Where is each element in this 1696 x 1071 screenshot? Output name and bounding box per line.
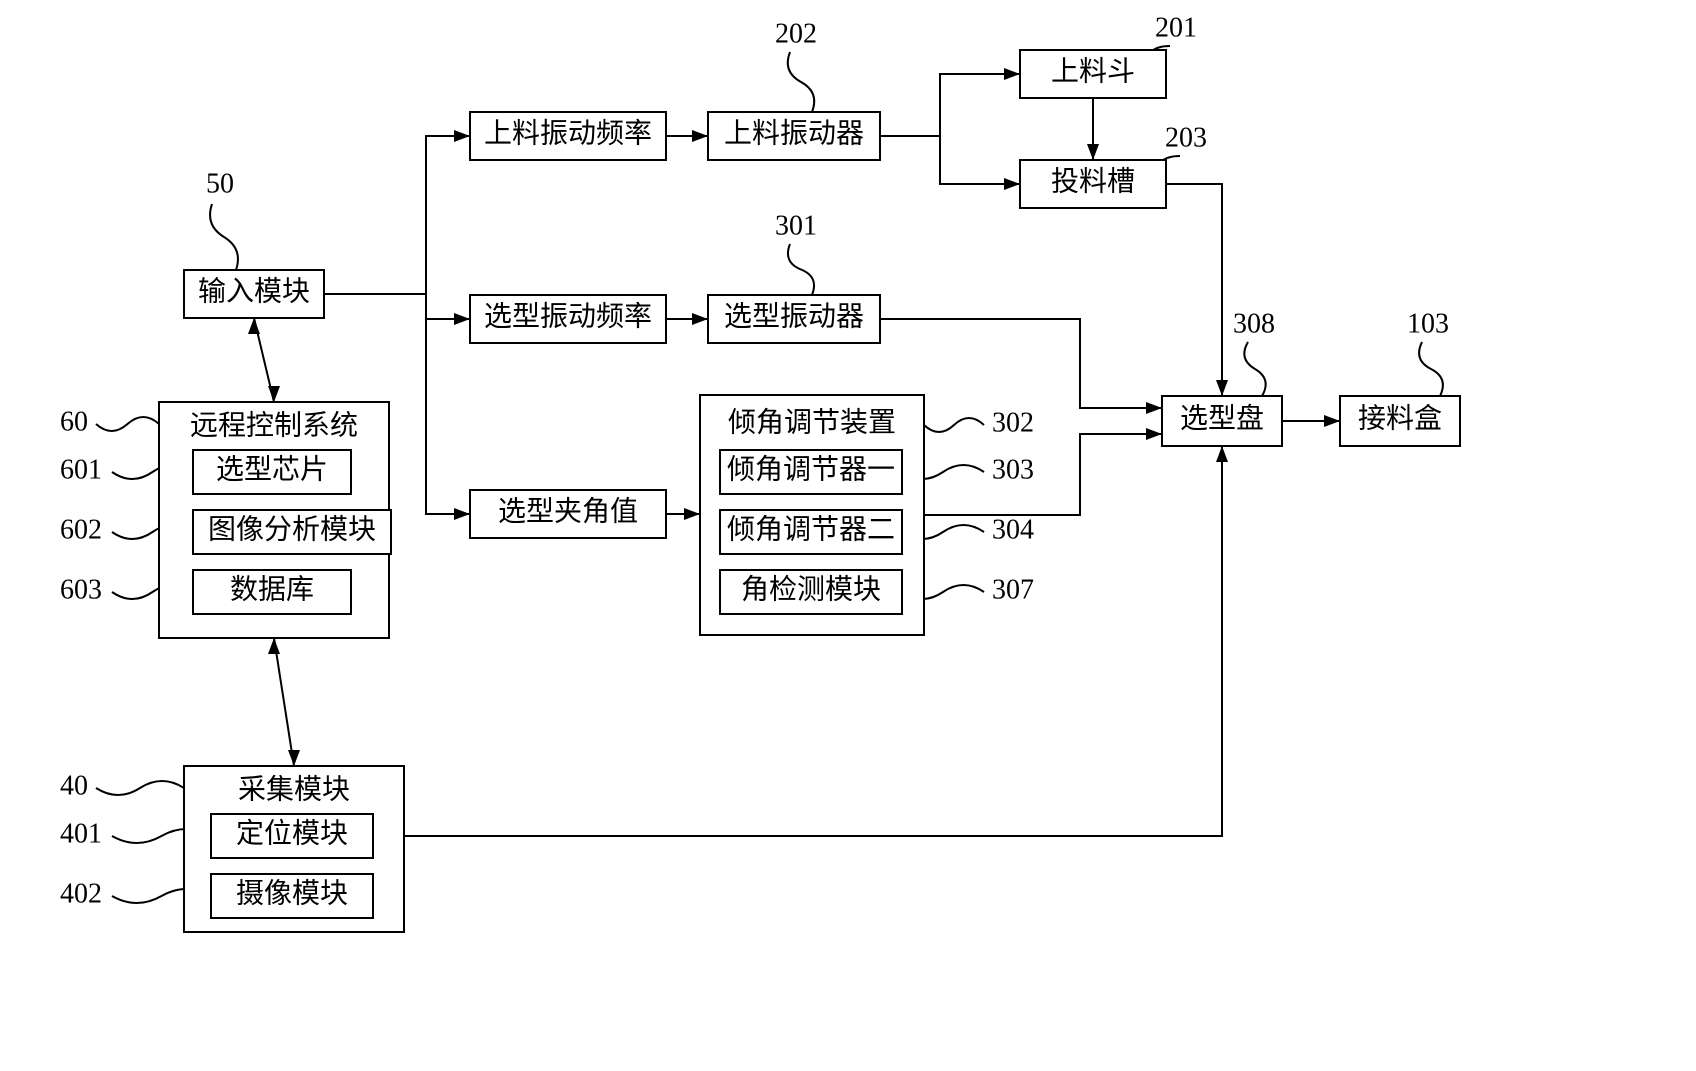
ref-label-601: 601 xyxy=(60,454,102,485)
node-label-n203: 投料槽 xyxy=(1051,165,1135,197)
ref-label-602: 602 xyxy=(60,514,102,545)
ref-label-50: 50 xyxy=(206,168,234,199)
node-label-nF2: 选型振动频率 xyxy=(484,300,652,332)
node-label-n401: 定位模块 xyxy=(236,817,348,849)
ref-label-302: 302 xyxy=(992,407,1034,438)
node-label-n301: 选型振动器 xyxy=(724,300,864,332)
node-label-n103: 接料盒 xyxy=(1358,402,1442,434)
ref-label-60: 60 xyxy=(60,406,88,437)
ref-label-301: 301 xyxy=(775,210,817,241)
ref-label-303: 303 xyxy=(992,454,1034,485)
node-label-n304: 倾角调节器二 xyxy=(727,513,895,545)
node-label-nF3: 选型夹角值 xyxy=(498,495,638,527)
node-label-n40: 采集模块 xyxy=(238,773,350,805)
ref-label-308: 308 xyxy=(1233,308,1275,339)
node-label-n202: 上料振动器 xyxy=(724,117,864,149)
node-label-n402: 摄像模块 xyxy=(236,877,348,909)
ref-label-40: 40 xyxy=(60,770,88,801)
node-label-n201: 上料斗 xyxy=(1051,55,1135,87)
node-label-nF1: 上料振动频率 xyxy=(484,117,652,149)
ref-label-202: 202 xyxy=(775,18,817,49)
ref-label-304: 304 xyxy=(992,514,1034,545)
node-label-n601: 选型芯片 xyxy=(216,453,328,485)
node-label-n307: 角检测模块 xyxy=(741,573,881,605)
node-label-n602: 图像分析模块 xyxy=(208,513,376,545)
ref-label-603: 603 xyxy=(60,574,102,605)
ref-label-103: 103 xyxy=(1407,308,1449,339)
node-label-n308: 选型盘 xyxy=(1180,402,1264,434)
node-label-n302: 倾角调节装置 xyxy=(728,406,896,438)
node-label-n603: 数据库 xyxy=(230,573,314,605)
ref-label-203: 203 xyxy=(1165,122,1207,153)
ref-label-201: 201 xyxy=(1155,12,1197,43)
ref-label-307: 307 xyxy=(992,574,1034,605)
flowchart-diagram: 输入模块远程控制系统选型芯片图像分析模块数据库采集模块定位模块摄像模块 上料振动频… xyxy=(0,0,1696,1071)
ref-label-401: 401 xyxy=(60,818,102,849)
ref-label-402: 402 xyxy=(60,878,102,909)
node-label-n60: 远程控制系统 xyxy=(190,409,358,441)
node-label-n50: 输入模块 xyxy=(198,275,310,307)
node-label-n303: 倾角调节器一 xyxy=(727,453,895,485)
